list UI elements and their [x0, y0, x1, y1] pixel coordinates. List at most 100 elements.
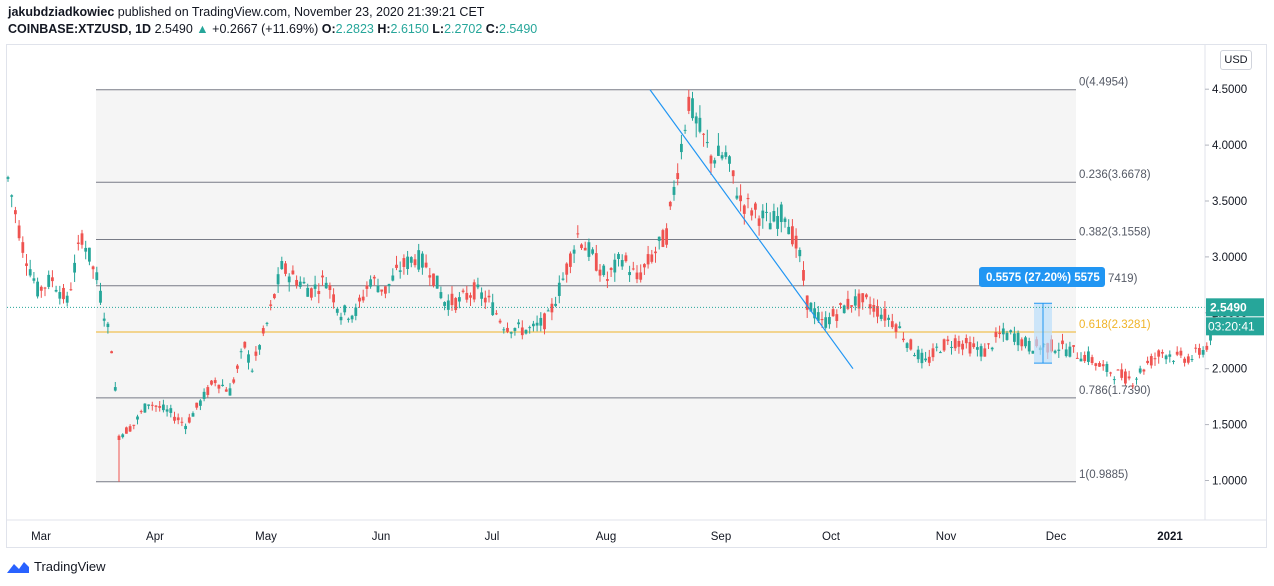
candle-body	[643, 264, 646, 268]
candle-body	[635, 272, 639, 280]
candle-body	[358, 297, 361, 302]
candle-body	[1149, 356, 1153, 366]
candle-body	[384, 286, 387, 294]
candle-body	[184, 425, 187, 430]
candle-body	[631, 268, 635, 270]
candle-body	[539, 317, 543, 326]
candle-body	[890, 321, 894, 328]
candle-body	[1131, 385, 1135, 387]
candle-body	[939, 352, 942, 354]
candle-body	[728, 156, 731, 164]
x-tick-label: Aug	[596, 531, 616, 543]
candle-body	[783, 218, 787, 222]
candle-body	[868, 304, 872, 309]
candle-body	[1164, 355, 1168, 360]
candle-body	[335, 308, 339, 313]
candle-body	[972, 343, 976, 348]
candle-body	[946, 339, 950, 342]
candle-body	[1146, 360, 1149, 364]
candle-body	[65, 295, 69, 303]
candle-body	[742, 205, 746, 214]
candle-body	[979, 346, 983, 357]
candle-body	[813, 308, 816, 319]
candle-body	[591, 249, 594, 254]
candle-body	[88, 247, 91, 262]
candle-body	[650, 254, 654, 262]
candle-body	[1201, 350, 1205, 355]
candle-body	[169, 408, 173, 413]
candle-body	[828, 317, 831, 325]
candle-body	[576, 233, 580, 235]
symbol-label[interactable]: COINBASE:XTZUSD, 1D	[8, 22, 152, 36]
candle-body	[443, 302, 446, 306]
candle-body	[705, 141, 709, 144]
candle-body	[1072, 345, 1075, 347]
candle-body	[498, 320, 502, 323]
x-tick-label: Jun	[372, 531, 391, 543]
candle-body	[606, 279, 609, 281]
candle-body	[1090, 357, 1094, 364]
close-label: C:	[485, 22, 499, 36]
candle-body	[202, 391, 206, 399]
candle-body	[961, 343, 964, 350]
candle-body	[446, 300, 450, 310]
candle-body	[176, 417, 180, 421]
candle-body	[927, 356, 931, 363]
candle-body	[480, 292, 483, 299]
candle-body	[1179, 350, 1183, 356]
last-price: 2.5490	[154, 22, 193, 36]
candle-body	[1094, 363, 1098, 366]
candle-body	[128, 426, 132, 432]
trendline[interactable]	[649, 89, 854, 370]
candle-body	[1083, 354, 1087, 362]
candle-body	[853, 296, 857, 306]
candle-body	[846, 298, 850, 309]
candle-body	[735, 195, 739, 199]
candle-body	[210, 380, 213, 385]
candle-body	[1105, 363, 1109, 372]
x-tick-label: Mar	[31, 531, 51, 543]
candle-body	[676, 173, 680, 180]
candle-body	[665, 228, 668, 245]
candle-body	[417, 250, 421, 270]
candle-body	[84, 247, 88, 252]
candle-body	[1112, 379, 1116, 381]
candle-body	[39, 286, 43, 291]
candle-body	[472, 282, 476, 300]
candle-body	[913, 355, 916, 357]
candle-body	[491, 302, 495, 316]
price-tag-label: 2.5490	[1210, 300, 1247, 314]
candle-body	[76, 242, 80, 244]
candle-body	[14, 210, 17, 215]
ohlc-line: COINBASE:XTZUSD, 1D 2.5490 ▲ +0.2667 (+1…	[8, 21, 537, 38]
candle-body	[58, 292, 62, 299]
candle-body	[347, 318, 350, 320]
candle-body	[816, 312, 820, 321]
candle-body	[987, 343, 990, 345]
x-tick-label: Apr	[146, 531, 164, 543]
footer-brand[interactable]: TradingView	[6, 559, 106, 574]
candle-body	[609, 268, 613, 270]
author-name[interactable]: jakubdziadkowiec	[8, 5, 115, 19]
candle-body	[535, 322, 539, 326]
candle-body	[199, 400, 202, 406]
candle-body	[1142, 369, 1146, 372]
candle-body	[1064, 349, 1068, 357]
candle-body	[668, 201, 672, 207]
candle-body	[1013, 333, 1016, 342]
candle-body	[54, 289, 58, 292]
candle-body	[1135, 378, 1138, 380]
fib-level-label: 7419)	[1108, 273, 1138, 285]
candle-body	[117, 435, 121, 440]
candle-body	[324, 282, 328, 289]
candle-body	[1079, 358, 1083, 362]
candle-body	[132, 424, 136, 426]
currency-button[interactable]: USD	[1220, 50, 1252, 70]
candle-body	[369, 279, 372, 287]
x-tick-label: Oct	[822, 531, 841, 543]
candle-body	[421, 253, 424, 268]
candle-body	[62, 287, 65, 300]
candle-body	[110, 351, 113, 354]
candle-body	[502, 329, 506, 331]
